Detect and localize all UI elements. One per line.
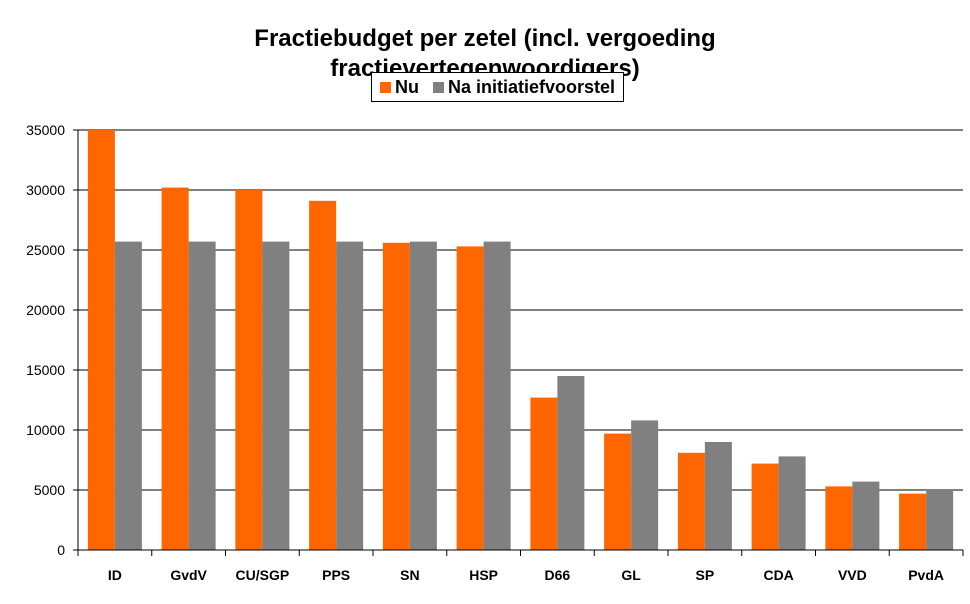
x-tick-label: GL: [621, 567, 641, 583]
bar-nu: [309, 200, 337, 551]
bar-na-initiatiefvoorstel: [926, 490, 954, 550]
bar-nu: [456, 246, 484, 550]
legend-entry-nu: Nu: [380, 77, 419, 98]
y-tick-label: 25000: [26, 242, 65, 258]
chart-title-line-1: Fractiebudget per zetel (incl. vergoedin…: [254, 25, 716, 52]
y-tick-label: 20000: [26, 302, 65, 318]
x-tick-label: CDA: [763, 567, 793, 583]
y-tick-label: 5000: [34, 482, 65, 498]
bar-na-initiatiefvoorstel: [114, 241, 142, 550]
bar-nu: [899, 493, 927, 550]
y-tick-label: 35000: [26, 122, 65, 138]
x-tick-label: PvdA: [908, 567, 944, 583]
bar-na-initiatiefvoorstel: [557, 376, 585, 550]
x-tick-label: CU/SGP: [236, 567, 290, 583]
bar-nu: [825, 486, 853, 550]
x-tick-label: GvdV: [170, 567, 207, 583]
chart-legend: Nu Na initiatiefvoorstel: [371, 72, 625, 102]
x-tick-label: ID: [108, 567, 122, 583]
legend-label-nu: Nu: [395, 76, 419, 97]
legend-swatch-nu: [380, 81, 391, 93]
x-tick-label: SN: [400, 567, 419, 583]
bar-nu: [235, 190, 263, 550]
bar-na-initiatiefvoorstel: [483, 241, 511, 550]
bar-nu: [604, 433, 632, 550]
bar-na-initiatiefvoorstel: [188, 241, 216, 550]
bar-na-initiatiefvoorstel: [704, 442, 732, 550]
bar-na-initiatiefvoorstel: [336, 241, 364, 550]
bar-nu: [530, 397, 558, 550]
x-tick-label: D66: [545, 567, 571, 583]
bar-nu: [751, 463, 779, 550]
legend-entry-na-initiatiefvoorstel: Na initiatiefvoorstel: [433, 77, 615, 98]
bar-nu: [382, 242, 410, 551]
x-tick-label: SP: [696, 567, 715, 583]
bar-nu: [161, 187, 189, 550]
bar-nu: [87, 130, 115, 550]
y-tick-label: 0: [57, 542, 65, 558]
bar-na-initiatiefvoorstel: [631, 420, 659, 550]
legend-swatch-na-initiatiefvoorstel: [433, 81, 444, 93]
bar-nu: [677, 452, 705, 550]
bar-na-initiatiefvoorstel: [262, 241, 290, 550]
y-tick-label: 30000: [26, 182, 65, 198]
legend-label-na-initiatiefvoorstel: Na initiatiefvoorstel: [448, 76, 616, 97]
bar-na-initiatiefvoorstel: [409, 241, 437, 550]
y-tick-label: 15000: [26, 362, 65, 378]
x-tick-label: HSP: [469, 567, 498, 583]
y-tick-label: 10000: [26, 422, 65, 438]
x-tick-label: PPS: [322, 567, 350, 583]
bar-na-initiatiefvoorstel: [778, 456, 806, 550]
x-tick-label: VVD: [838, 567, 867, 583]
bar-na-initiatiefvoorstel: [852, 481, 880, 550]
